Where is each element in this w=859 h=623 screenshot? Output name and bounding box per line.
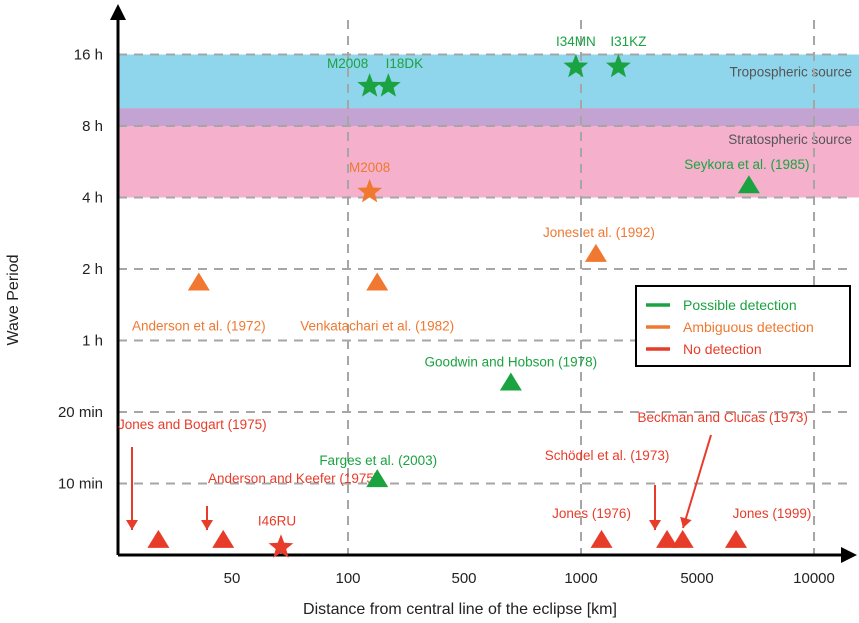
legend-entry: Possible detection xyxy=(683,297,797,313)
triangle-marker xyxy=(725,529,748,548)
point-label: Seykora et al. (1985) xyxy=(684,157,809,172)
band-label: Tropospheric source xyxy=(729,65,852,80)
star-marker xyxy=(563,53,589,78)
band-overlap xyxy=(118,108,859,126)
x-tick-label: 5000 xyxy=(680,570,713,587)
point-label: Jones (1999) xyxy=(733,506,812,521)
triangle-marker xyxy=(737,175,760,194)
point-label: Goodwin and Hobson (1978) xyxy=(425,355,598,370)
triangle-marker xyxy=(656,529,679,548)
star-marker xyxy=(606,53,631,78)
x-tick-label: 1000 xyxy=(564,570,597,587)
arrow-head xyxy=(649,520,661,530)
point-label: I34MN xyxy=(556,34,596,49)
triangle-marker xyxy=(366,469,389,488)
point-label: Anderson et al. (1972) xyxy=(132,318,266,333)
triangle-marker xyxy=(499,372,522,391)
triangle-marker xyxy=(590,529,613,548)
point-label: Venkatachari et al. (1982) xyxy=(300,318,454,333)
point-label: Schödel et al. (1973) xyxy=(545,448,670,463)
arrow-head xyxy=(126,520,138,530)
point-label: Farges et al. (2003) xyxy=(319,453,437,468)
x-tick-label: 10000 xyxy=(793,570,835,587)
point-label: M2008 xyxy=(349,160,390,175)
y-tick-label: 1 h xyxy=(82,333,103,350)
legend-entry: Ambiguous detection xyxy=(683,319,814,335)
arrow-head xyxy=(680,516,692,528)
legend-box xyxy=(635,285,851,367)
x-tick-label: 500 xyxy=(451,570,476,587)
point-label: I31KZ xyxy=(610,34,646,49)
band-label: Stratospheric source xyxy=(728,132,852,147)
point-label: Jones (1976) xyxy=(552,506,631,521)
triangle-marker xyxy=(671,529,694,548)
triangle-marker xyxy=(584,243,607,262)
x-tick-label: 100 xyxy=(335,570,360,587)
arrow-line xyxy=(682,434,712,529)
tick-labels: 10 min 20 min 1 h 2 h 4 h 8 h 16 h 50 100 500 1000… xyxy=(58,47,835,588)
x-tick-label: 50 xyxy=(224,570,241,587)
star-marker xyxy=(268,534,294,558)
point-label: I46RU xyxy=(258,513,296,528)
legend-entry: No detection xyxy=(683,341,762,357)
point-label: I18DK xyxy=(386,56,424,71)
point-label: Jones and Bogart (1975) xyxy=(118,417,267,432)
triangle-marker xyxy=(366,272,389,291)
y-axis-title: Wave Period xyxy=(5,255,22,346)
y-axis-arrowhead xyxy=(110,4,126,20)
data-markers xyxy=(147,53,760,558)
star-marker xyxy=(376,73,401,97)
legend: Possible detection Ambiguous detection No … xyxy=(635,285,851,367)
star-marker xyxy=(357,73,382,97)
star-marker xyxy=(357,178,382,203)
point-label: Beckman and Clucas (1973) xyxy=(638,410,808,425)
annotations: M2008 I18DK I34MN I31KZ Seykora et al. (1985… xyxy=(118,34,811,530)
y-tick-label: 8 h xyxy=(82,118,103,135)
axes xyxy=(110,4,857,563)
y-tick-label: 20 min xyxy=(58,404,103,421)
y-tick-label: 2 h xyxy=(82,261,103,278)
triangle-marker xyxy=(147,529,170,548)
y-tick-label: 10 min xyxy=(58,476,103,493)
x-axis-arrowhead xyxy=(841,547,857,563)
triangle-marker xyxy=(212,529,235,548)
arrow-head xyxy=(201,520,213,530)
triangle-marker xyxy=(187,272,210,291)
x-axis-title: Distance from central line of the eclips… xyxy=(303,601,617,618)
band-tropospheric-source xyxy=(118,54,859,109)
point-label: Jones et al. (1992) xyxy=(543,225,655,240)
y-tick-label: 4 h xyxy=(82,190,103,207)
point-label: Anderson and Keefer (1975) xyxy=(208,471,378,486)
source-bands: Tropospheric source Stratospheric source xyxy=(118,54,859,198)
point-label: M2008 xyxy=(327,56,368,71)
y-tick-label: 16 h xyxy=(74,47,103,64)
band-stratospheric-source xyxy=(118,126,859,198)
